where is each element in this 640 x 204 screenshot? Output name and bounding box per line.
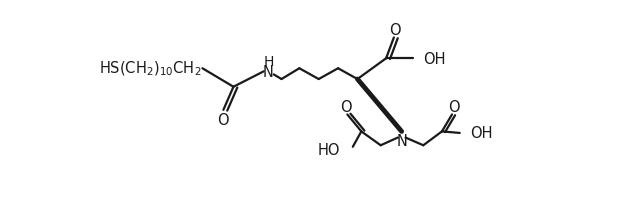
Text: O: O — [340, 100, 351, 115]
Text: OH: OH — [470, 126, 492, 141]
Text: H: H — [263, 54, 273, 68]
Text: O: O — [448, 100, 460, 115]
Text: O: O — [390, 23, 401, 38]
Text: HO: HO — [318, 143, 340, 158]
Text: HS(CH$_2$)$_{10}$CH$_2$: HS(CH$_2$)$_{10}$CH$_2$ — [99, 60, 201, 78]
Text: N: N — [263, 64, 274, 79]
Text: OH: OH — [423, 51, 446, 67]
Text: O: O — [218, 113, 229, 128]
Text: N: N — [396, 133, 407, 149]
